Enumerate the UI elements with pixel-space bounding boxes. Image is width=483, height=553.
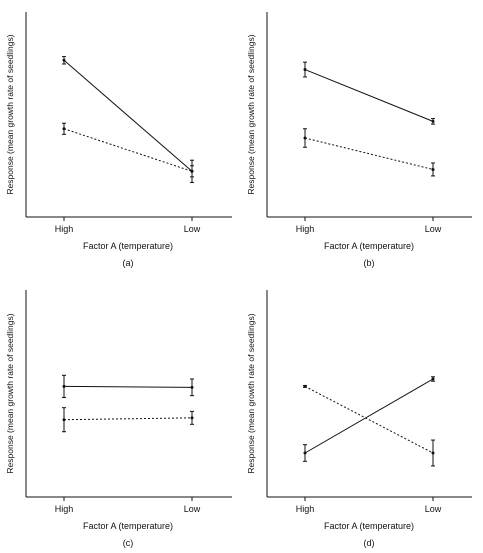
y-axis-label: Response (mean growth rate of seedlings): [5, 34, 15, 194]
y-axis-label: Response (mean growth rate of seedlings): [5, 313, 15, 473]
series-solid-line: [63, 59, 193, 172]
chart-panel-1: High Low Factor A (temperature) (a) Response…: [5, 12, 232, 268]
series-dotted-point-low: [431, 451, 435, 455]
x-tick-label-high: High: [296, 224, 315, 234]
series-dotted-line: [63, 417, 193, 421]
series-dotted-line: [304, 385, 434, 454]
series-solid-point-high: [303, 451, 307, 455]
x-tick-label-high: High: [296, 504, 315, 514]
series-solid-line: [304, 69, 434, 122]
series-dotted-point-low: [190, 416, 194, 420]
x-axis-label: Factor A (temperature): [324, 521, 414, 531]
series-solid-point-low: [431, 377, 435, 381]
series-solid-line: [63, 385, 193, 388]
panel-label: (b): [364, 258, 375, 268]
x-tick-label-low: Low: [425, 504, 442, 514]
series-dotted-point-high: [62, 418, 66, 422]
x-axis-label: Factor A (temperature): [324, 241, 414, 251]
panel-label: (a): [123, 258, 134, 268]
series-dotted-point-low: [190, 169, 194, 173]
x-tick-label-low: Low: [425, 224, 442, 234]
x-tick-label-low: Low: [184, 224, 201, 234]
x-axis-label: Factor A (temperature): [83, 521, 173, 531]
series-dotted-point-high: [303, 136, 307, 140]
panel-label: (d): [364, 538, 375, 548]
x-tick-label-low: Low: [184, 504, 201, 514]
panel-label: (c): [123, 538, 134, 548]
y-axis-label: Response (mean growth rate of seedlings): [246, 313, 256, 473]
chart-panel-4: High Low Factor A (temperature) (d) Response…: [246, 290, 472, 548]
series-dotted-line: [63, 128, 193, 172]
series-solid-point-low: [190, 385, 194, 389]
series-dotted-point-high: [303, 384, 307, 388]
x-tick-label-high: High: [55, 224, 74, 234]
series-solid-point-low: [431, 119, 435, 123]
chart-panel-3: High Low Factor A (temperature) (c) Response…: [5, 290, 232, 548]
y-axis-label: Response (mean growth rate of seedlings): [246, 34, 256, 194]
series-solid-point-high: [303, 68, 307, 72]
series-solid-point-high: [62, 58, 66, 62]
series-solid-point-high: [62, 384, 66, 388]
series-dotted-point-high: [62, 127, 66, 131]
x-axis-label: Factor A (temperature): [83, 241, 173, 251]
series-solid-line: [304, 378, 434, 454]
x-tick-label-high: High: [55, 504, 74, 514]
series-dotted-point-low: [431, 167, 435, 171]
chart-panel-2: High Low Factor A (temperature) (b) Response…: [246, 12, 472, 268]
series-dotted-line: [304, 137, 434, 170]
